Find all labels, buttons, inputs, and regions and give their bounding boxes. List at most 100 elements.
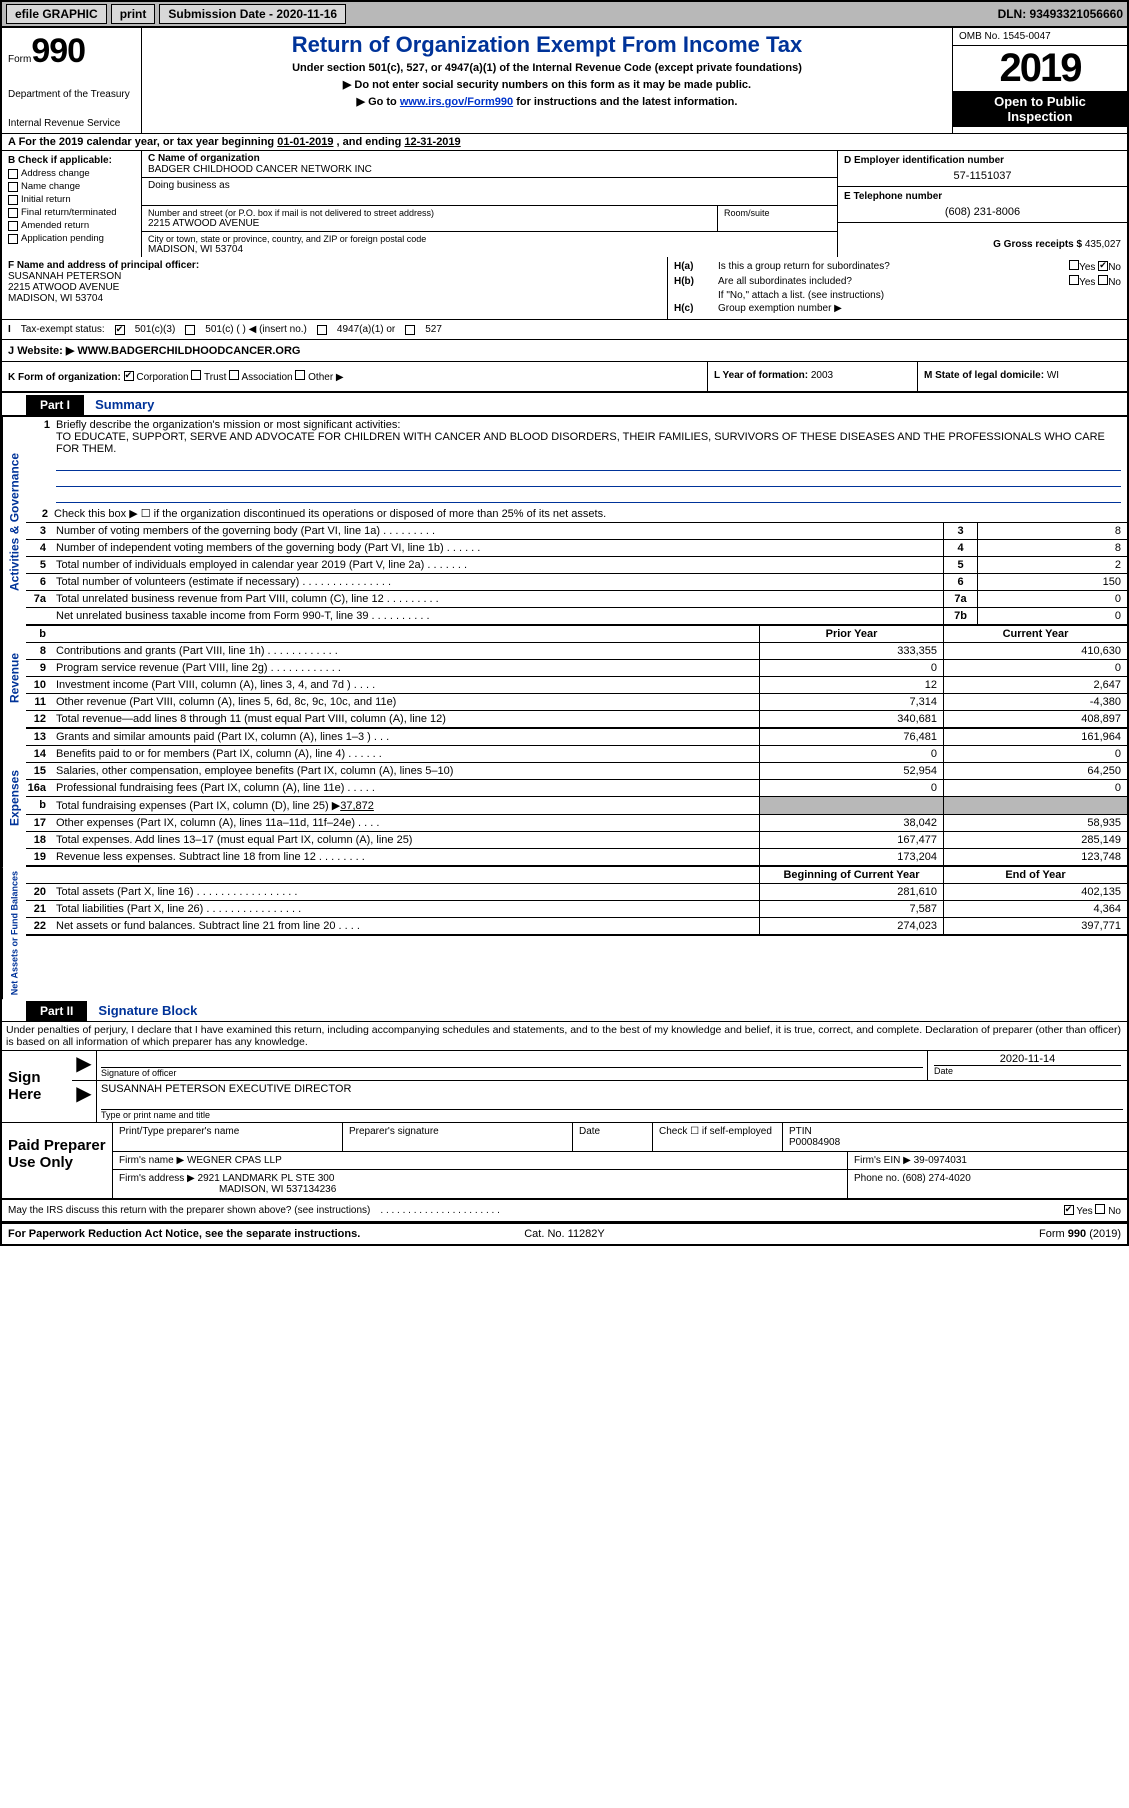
row-f-h: F Name and address of principal officer:… (2, 257, 1127, 320)
public-inspection: Open to Public Inspection (953, 91, 1127, 127)
expenses-section: Expenses 13Grants and similar amounts pa… (2, 729, 1127, 867)
line7a-num: 7a (26, 591, 52, 607)
m-label: M State of legal domicile: (924, 370, 1047, 381)
opt-name-change: Name change (8, 181, 135, 192)
org-name: BADGER CHILDHOOD CANCER NETWORK INC (148, 164, 831, 175)
line7b-num (26, 608, 52, 624)
checkbox-pending[interactable] (8, 234, 18, 244)
line5-box: 5 (943, 557, 977, 573)
opt-initial: Initial return (8, 194, 135, 205)
revenue-section: Revenue bPrior YearCurrent Year 8Contrib… (2, 626, 1127, 729)
line18-py: 167,477 (759, 832, 943, 848)
checkbox-addr-change[interactable] (8, 169, 18, 179)
period-row: A For the 2019 calendar year, or tax yea… (2, 134, 1127, 151)
footer-left: For Paperwork Reduction Act Notice, see … (8, 1228, 379, 1240)
line11-num: 11 (26, 694, 52, 710)
discuss-text: May the IRS discuss this return with the… (8, 1205, 370, 1216)
discuss-row: May the IRS discuss this return with the… (2, 1200, 1127, 1223)
yes-label: Yes (1076, 1206, 1092, 1217)
sign-here-block: Sign Here ▶ Signature of officer 2020-11… (2, 1051, 1127, 1123)
discuss-no[interactable] (1095, 1204, 1105, 1214)
chk-corp[interactable] (124, 371, 134, 381)
line7b-box: 7b (943, 608, 977, 624)
firm-addr-label: Firm's address ▶ (119, 1173, 195, 1184)
print-button[interactable]: print (111, 4, 156, 24)
checkbox-name-change[interactable] (8, 182, 18, 192)
chk-trust[interactable] (191, 370, 201, 380)
chk-501c3[interactable] (115, 325, 125, 335)
vlabel-ag: Activities & Governance (2, 417, 26, 626)
line3-val: 8 (977, 523, 1127, 539)
sign-arrow-icon: ▶ (72, 1081, 96, 1122)
chk-4947[interactable] (317, 325, 327, 335)
line9-text: Program service revenue (Part VIII, line… (52, 660, 759, 676)
line12-cy: 408,897 (943, 711, 1127, 727)
col-cd: C Name of organization BADGER CHILDHOOD … (142, 151, 837, 257)
form990-link[interactable]: www.irs.gov/Form990 (400, 96, 513, 108)
j-text: Website: ▶ (17, 345, 74, 357)
dln: DLN: 93493321056660 (998, 7, 1123, 21)
checkbox-amended[interactable] (8, 221, 18, 231)
opt-label: Final return/terminated (21, 207, 117, 218)
line20-text: Total assets (Part X, line 16) . . . . .… (52, 884, 759, 900)
line6-val: 150 (977, 574, 1127, 590)
line17-text: Other expenses (Part IX, column (A), lin… (52, 815, 759, 831)
opt-label: Name change (21, 181, 80, 192)
chk-501c[interactable] (185, 325, 195, 335)
line4-text: Number of independent voting members of … (52, 540, 943, 556)
printed-name: SUSANNAH PETERSON EXECUTIVE DIRECTOR (101, 1083, 1123, 1095)
ha-no[interactable] (1098, 261, 1108, 271)
line4-val: 8 (977, 540, 1127, 556)
i-text: Tax-exempt status: (21, 324, 105, 335)
header-row: Form990 Department of the Treasury Inter… (2, 28, 1127, 134)
opt-corp: Corporation (136, 372, 188, 383)
checkbox-final[interactable] (8, 208, 18, 218)
gross-receipts: 435,027 (1085, 239, 1121, 250)
vlabel-rev: Revenue (2, 626, 26, 729)
form-subtitle3: ▶ Go to www.irs.gov/Form990 for instruct… (146, 95, 948, 108)
checkbox-initial[interactable] (8, 195, 18, 205)
sig-date: 2020-11-14 (934, 1053, 1121, 1065)
h-cell: H(a) Is this a group return for subordin… (667, 257, 1127, 319)
chk-assoc[interactable] (229, 370, 239, 380)
sig-officer-label: Signature of officer (101, 1067, 923, 1078)
part2-title: Signature Block (90, 1003, 197, 1018)
ptin-label: PTIN (789, 1126, 812, 1137)
opt-other: Other ▶ (308, 372, 343, 383)
date-label: Date (934, 1065, 1121, 1076)
chk-other[interactable] (295, 370, 305, 380)
chk-527[interactable] (405, 325, 415, 335)
part2-header: Part II Signature Block (2, 999, 1127, 1022)
footer: For Paperwork Reduction Act Notice, see … (2, 1223, 1127, 1244)
no-label: No (1108, 262, 1121, 273)
th-begin: Beginning of Current Year (759, 867, 943, 883)
f-label: F Name and address of principal officer: (8, 260, 661, 271)
line14-py: 0 (759, 746, 943, 762)
sub3-post: for instructions and the latest informat… (513, 96, 737, 108)
line21-num: 21 (26, 901, 52, 917)
th-end: End of Year (943, 867, 1127, 883)
line18-cy: 285,149 (943, 832, 1127, 848)
line9-py: 0 (759, 660, 943, 676)
line17-cy: 58,935 (943, 815, 1127, 831)
line21-py: 7,587 (759, 901, 943, 917)
line10-num: 10 (26, 677, 52, 693)
hb-yes[interactable] (1069, 275, 1079, 285)
line16b-num: b (26, 797, 52, 814)
line8-py: 333,355 (759, 643, 943, 659)
ha-yes[interactable] (1069, 260, 1079, 270)
pub-insp-1: Open to Public (956, 94, 1124, 109)
paid-preparer-label: Paid Preparer Use Only (2, 1123, 112, 1198)
vlabel-exp: Expenses (2, 729, 26, 867)
discuss-yes[interactable] (1064, 1205, 1074, 1215)
ha-text: Is this a group return for subordinates? (718, 261, 890, 272)
opt-4947: 4947(a)(1) or (337, 324, 395, 335)
website: WWW.BADGERCHILDHOODCANCER.ORG (77, 345, 300, 357)
opt-501c: 501(c) ( ) ◀ (insert no.) (205, 324, 307, 335)
omb-number: OMB No. 1545-0047 (953, 28, 1127, 46)
vlabel-na: Net Assets or Fund Balances (2, 867, 26, 999)
firm-name: WEGNER CPAS LLP (187, 1155, 282, 1166)
line3-box: 3 (943, 523, 977, 539)
line8-text: Contributions and grants (Part VIII, lin… (52, 643, 759, 659)
hb-no[interactable] (1098, 275, 1108, 285)
